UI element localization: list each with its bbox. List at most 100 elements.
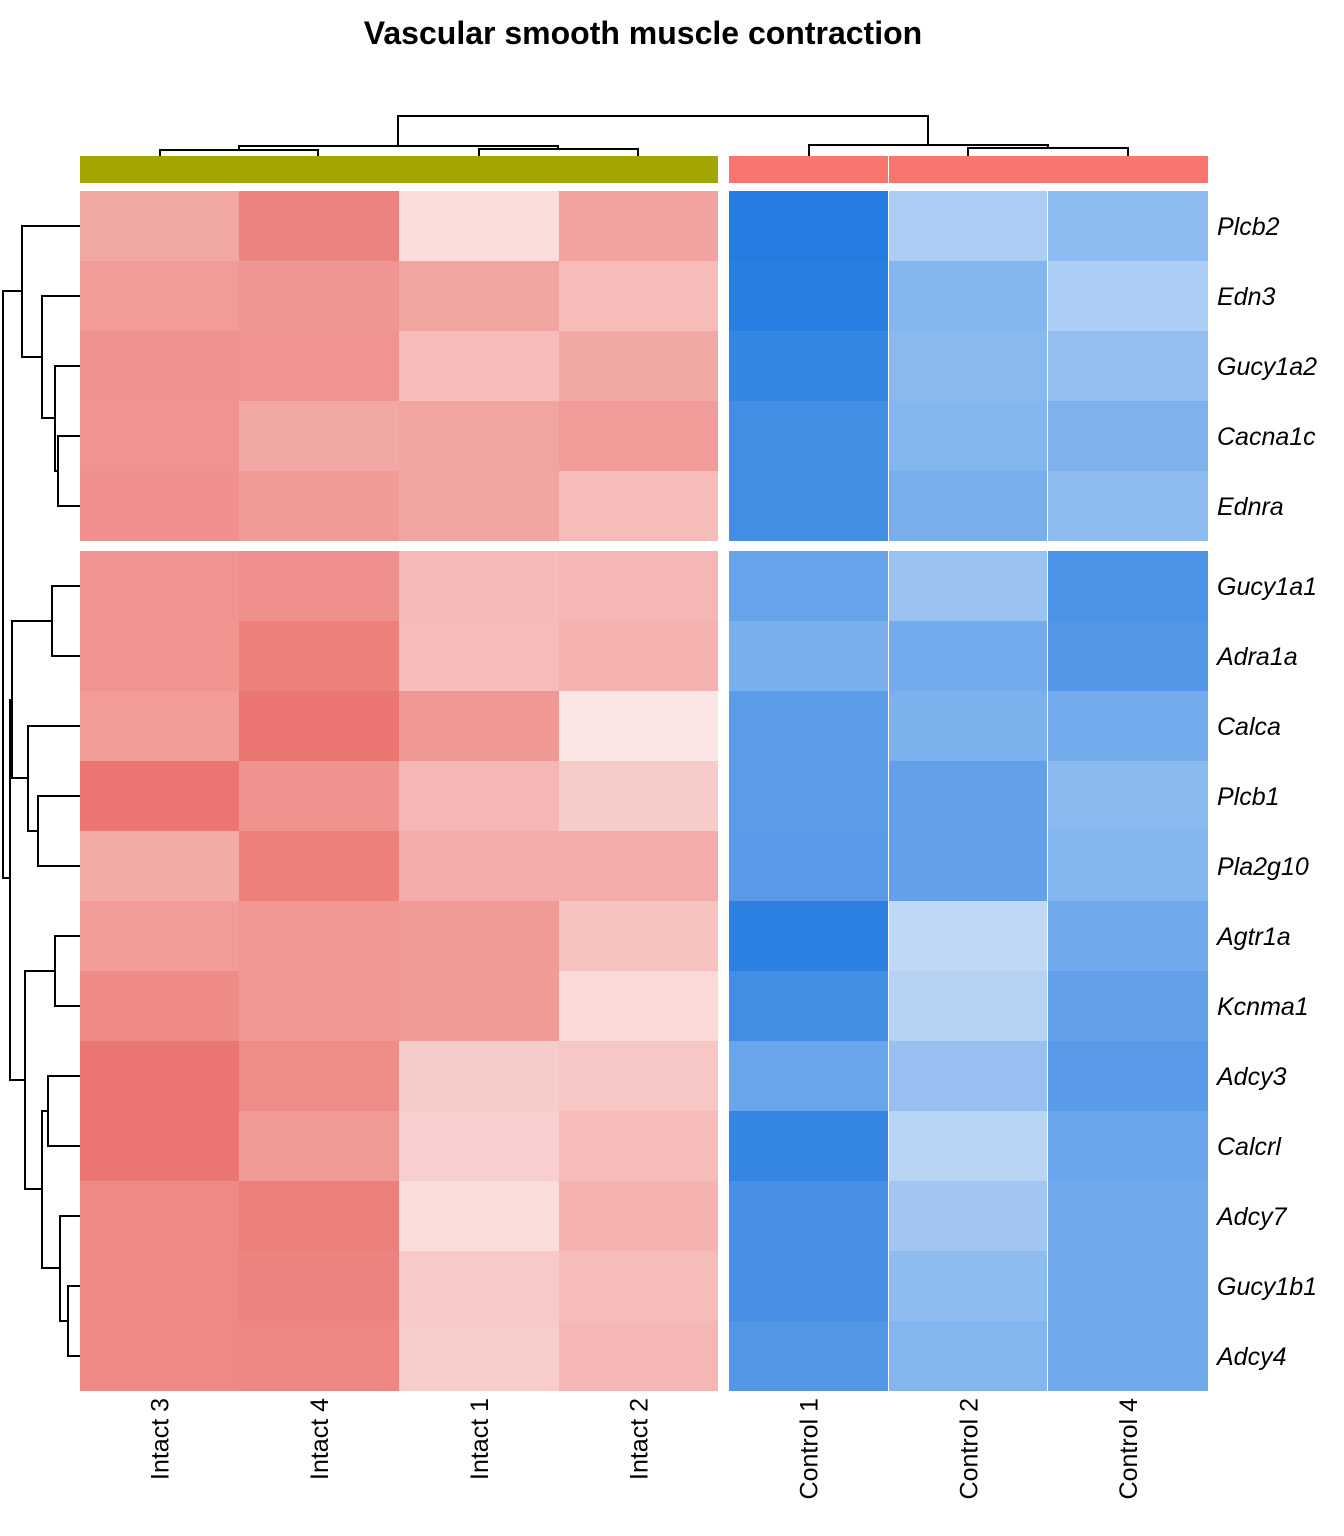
- cell-kcnma1-control-4: [1048, 971, 1208, 1041]
- cell-plcb1-control-2: [889, 761, 1048, 831]
- cell-calcrl-control-2: [889, 1111, 1048, 1181]
- cell-calca-intact-3: [80, 691, 239, 761]
- row-label-adra1a: Adra1a: [1215, 643, 1298, 671]
- cell-adcy4-intact-4: [239, 1321, 399, 1391]
- cell-cacna1c-intact-2: [559, 401, 718, 471]
- cell-gucy1a2-intact-1: [399, 331, 559, 401]
- cell-adcy3-control-2: [889, 1041, 1048, 1111]
- cell-cacna1c-control-2: [889, 401, 1048, 471]
- cell-gucy1b1-control-2: [889, 1251, 1048, 1321]
- cell-calcrl-intact-3: [80, 1111, 239, 1181]
- column-labels: Intact 3 Intact 4 Intact 1 Intact 2 Control …: [147, 1398, 1144, 1500]
- cell-adcy3-intact-3: [80, 1041, 239, 1111]
- cell-calcrl-intact-2: [559, 1111, 718, 1181]
- cell-adcy3-intact-1: [399, 1041, 559, 1111]
- cell-gucy1a1-control-1: [729, 551, 888, 621]
- cell-adra1a-intact-2: [559, 621, 718, 691]
- row-label-kcnma1: Kcnma1: [1217, 993, 1309, 1021]
- cell-calca-control-1: [729, 691, 888, 761]
- cell-gucy1a1-intact-3: [80, 551, 239, 621]
- cell-gucy1b1-control-1: [729, 1251, 888, 1321]
- cell-agtr1a-intact-3: [80, 901, 239, 971]
- cell-calcrl-control-4: [1048, 1111, 1208, 1181]
- cell-calcrl-intact-4: [239, 1111, 399, 1181]
- cell-kcnma1-intact-1: [399, 971, 559, 1041]
- cell-plcb1-control-1: [729, 761, 888, 831]
- cell-plcb2-intact-4: [239, 191, 399, 261]
- cell-pla2g10-intact-4: [239, 831, 399, 901]
- cell-plcb1-control-4: [1048, 761, 1208, 831]
- cell-plcb1-intact-1: [399, 761, 559, 831]
- cell-gucy1a2-intact-3: [80, 331, 239, 401]
- row-label-gucy1a2: Gucy1a2: [1217, 353, 1317, 381]
- cell-edn3-intact-4: [239, 261, 399, 331]
- cell-cacna1c-intact-1: [399, 401, 559, 471]
- cell-adcy7-control-4: [1048, 1181, 1208, 1251]
- cell-edn3-control-2: [889, 261, 1048, 331]
- cell-cacna1c-control-4: [1048, 401, 1208, 471]
- cell-adcy3-control-1: [729, 1041, 888, 1111]
- cell-agtr1a-control-2: [889, 901, 1048, 971]
- cell-ednra-control-4: [1048, 471, 1208, 541]
- cell-agtr1a-control-1: [729, 901, 888, 971]
- cell-adra1a-control-4: [1048, 621, 1208, 691]
- cell-adra1a-control-2: [889, 621, 1048, 691]
- cell-adcy7-intact-2: [559, 1181, 718, 1251]
- cell-cacna1c-intact-3: [80, 401, 239, 471]
- cell-cacna1c-intact-4: [239, 401, 399, 471]
- row-label-cacna1c: Cacna1c: [1217, 423, 1316, 451]
- cell-calca-control-4: [1048, 691, 1208, 761]
- cell-gucy1b1-intact-2: [559, 1251, 718, 1321]
- cell-adra1a-intact-3: [80, 621, 239, 691]
- column-label-intact-4: Intact 4: [306, 1398, 334, 1480]
- annotation-bar: [80, 156, 1208, 183]
- cell-plcb1-intact-4: [239, 761, 399, 831]
- cell-gucy1a1-control-4: [1048, 551, 1208, 621]
- cell-gucy1b1-intact-1: [399, 1251, 559, 1321]
- cell-adra1a-intact-1: [399, 621, 559, 691]
- cell-edn3-intact-3: [80, 261, 239, 331]
- row-label-adcy4: Adcy4: [1215, 1343, 1286, 1371]
- row-label-ednra: Ednra: [1217, 493, 1284, 521]
- row-label-agtr1a: Agtr1a: [1215, 923, 1291, 951]
- row-label-plcb2: Plcb2: [1217, 213, 1280, 241]
- row-label-plcb1: Plcb1: [1217, 783, 1280, 811]
- cell-agtr1a-control-4: [1048, 901, 1208, 971]
- cell-ednra-control-2: [889, 471, 1048, 541]
- cell-edn3-intact-2: [559, 261, 718, 331]
- cell-plcb2-intact-3: [80, 191, 239, 261]
- row-label-pla2g10: Pla2g10: [1217, 853, 1309, 881]
- cell-plcb2-intact-1: [399, 191, 559, 261]
- cell-adcy4-intact-3: [80, 1321, 239, 1391]
- column-label-control-2: Control 2: [956, 1398, 984, 1499]
- cell-adcy7-intact-4: [239, 1181, 399, 1251]
- cell-pla2g10-control-2: [889, 831, 1048, 901]
- column-label-control-1: Control 1: [796, 1398, 824, 1499]
- cell-calcrl-control-1: [729, 1111, 888, 1181]
- cell-adcy4-intact-2: [559, 1321, 718, 1391]
- cell-pla2g10-intact-3: [80, 831, 239, 901]
- cell-ednra-intact-1: [399, 471, 559, 541]
- row-label-gucy1a1: Gucy1a1: [1217, 573, 1317, 601]
- cell-adcy7-control-2: [889, 1181, 1048, 1251]
- row-labels: Plcb2 Edn3 Gucy1a2 Cacna1c Ednra Gucy1a1 Adra1…: [1215, 213, 1317, 1371]
- cell-gucy1b1-intact-3: [80, 1251, 239, 1321]
- cell-agtr1a-intact-4: [239, 901, 399, 971]
- cell-plcb2-intact-2: [559, 191, 718, 261]
- cell-gucy1a1-intact-4: [239, 551, 399, 621]
- cell-pla2g10-intact-1: [399, 831, 559, 901]
- cell-plcb1-intact-2: [559, 761, 718, 831]
- cell-ednra-control-1: [729, 471, 888, 541]
- cell-gucy1a1-intact-1: [399, 551, 559, 621]
- cell-agtr1a-intact-1: [399, 901, 559, 971]
- cell-adcy4-intact-1: [399, 1321, 559, 1391]
- cell-calca-intact-1: [399, 691, 559, 761]
- cell-gucy1a2-control-1: [729, 331, 888, 401]
- cell-pla2g10-control-1: [729, 831, 888, 901]
- row-dendrogram: [2, 225, 80, 1357]
- cell-adcy7-intact-3: [80, 1181, 239, 1251]
- cell-adcy4-control-4: [1048, 1321, 1208, 1391]
- cell-adcy4-control-1: [729, 1321, 888, 1391]
- cell-kcnma1-intact-3: [80, 971, 239, 1041]
